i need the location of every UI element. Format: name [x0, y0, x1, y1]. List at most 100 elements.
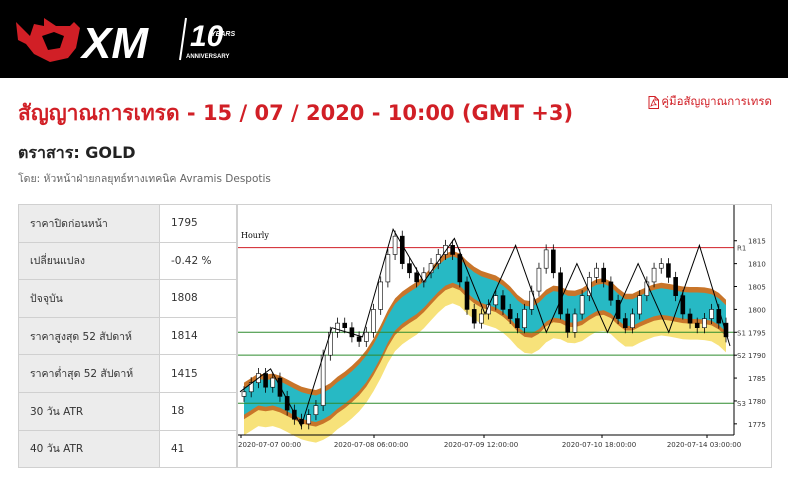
stats-row: ปัจจุบัน 1808 [18, 279, 237, 318]
candle-body [385, 254, 391, 283]
candle-body [515, 318, 520, 329]
candle-body [680, 295, 686, 315]
stat-value: 18 [159, 391, 237, 431]
candle-body [622, 318, 628, 329]
candle-body [241, 391, 247, 397]
stat-label: ราคาต่ำสุด 52 สัปดาห์ [18, 354, 160, 393]
candle-body [313, 405, 319, 415]
level-label: S1 [737, 329, 746, 337]
candle-body [551, 249, 556, 274]
bull-icon [16, 18, 80, 62]
y-tick-label: 1795 [748, 329, 766, 337]
candle-body [594, 267, 599, 278]
candle-body [558, 272, 563, 315]
candle-body [335, 322, 340, 333]
anniversary-label: ANNIVERSARY [186, 54, 229, 60]
stat-value: -0.42 % [159, 241, 237, 281]
candle-body [443, 245, 448, 255]
stat-label: 40 วัน ATR [18, 429, 160, 469]
site-header: XM 10 YEARS ANNIVERSARY [0, 0, 788, 78]
candle-body [349, 327, 355, 338]
stats-row: ราคาต่ำสุด 52 สัปดาห์ 1415 [18, 354, 237, 393]
page-title: สัญญาณการเทรด - 15 / 07 / 2020 - 10:00 (… [18, 101, 574, 125]
candle-body [579, 295, 585, 315]
x-tick-label: 2020-07-10 18:00:00 [562, 441, 636, 449]
candle-body [306, 414, 312, 425]
candle-body [493, 295, 499, 306]
y-tick-label: 1805 [748, 284, 766, 292]
stat-label: ราคาปิดก่อนหน้า [18, 204, 160, 243]
trading-signals-guide-link[interactable]: คู่มือสัญญาณการเทรด [648, 93, 772, 111]
candle-body [263, 373, 268, 388]
y-tick-label: 1775 [748, 421, 766, 429]
candle-body [457, 254, 463, 283]
level-label: R1 [737, 245, 746, 253]
candle-body [378, 281, 383, 310]
candle-body [608, 281, 614, 301]
candle-body [637, 295, 642, 315]
candle-body [450, 245, 455, 255]
timeframe-label: Hourly [241, 231, 269, 240]
candle-body [601, 267, 607, 283]
candle-body [471, 309, 477, 324]
candle-body [270, 377, 276, 388]
level-label: S3 [737, 400, 746, 408]
candle-body [673, 277, 678, 296]
stat-value: 1795 [159, 204, 237, 243]
candle-body [565, 313, 571, 333]
guide-link-label: คู่มือสัญญาณการเทรด [661, 94, 772, 108]
stats-table: ราคาปิดก่อนหน้า 1795 เปลี่ยนแปลง -0.42 % ปัจ… [18, 204, 237, 469]
stats-row: ราคาสูงสุด 52 สัปดาห์ 1814 [18, 316, 237, 356]
anniversary-years: YEARS [211, 31, 235, 38]
candle-body [407, 263, 412, 274]
band-mid [244, 256, 726, 422]
stat-label: ราคาสูงสุด 52 สัปดาห์ [18, 316, 160, 356]
xm-logo[interactable]: XM 10 YEARS ANNIVERSARY [14, 14, 244, 64]
candle-body [630, 313, 635, 329]
candle-body [342, 322, 348, 329]
x-tick-label: 2020-07-14 03:00:00 [667, 441, 741, 449]
candle-body [658, 263, 664, 269]
candle-body [723, 322, 729, 338]
candle-body [572, 313, 578, 333]
stat-value: 1814 [159, 316, 237, 356]
y-tick-label: 1780 [748, 398, 766, 406]
stat-value: 41 [159, 429, 237, 469]
candle-body [464, 281, 470, 310]
candle-body [392, 235, 398, 255]
candle-body [666, 263, 671, 278]
y-tick-label: 1810 [748, 261, 766, 269]
candle-body [709, 309, 714, 319]
stats-row: เปลี่ยนแปลง -0.42 % [18, 241, 237, 281]
stat-label: 30 วัน ATR [18, 391, 160, 431]
y-tick-label: 1790 [748, 352, 766, 360]
y-tick-label: 1815 [748, 238, 766, 246]
candle-body [363, 331, 369, 342]
candle-body [687, 313, 693, 324]
author-line: โดย: หัวหน้าฝ่ายกลยุทธ์ทางเทคนิค Avramis… [18, 173, 271, 185]
candle-body [399, 235, 405, 264]
stats-row: 30 วัน ATR 18 [18, 391, 237, 431]
candle-body [651, 267, 657, 283]
candle-body [371, 309, 376, 333]
logo-text: XM [79, 19, 149, 64]
stat-value: 1808 [159, 279, 237, 318]
candle-body [694, 322, 700, 329]
y-tick-label: 1800 [748, 306, 766, 314]
y-tick-label: 1785 [748, 375, 766, 383]
band-inner [244, 287, 726, 443]
candle-body [320, 354, 326, 406]
gold-hourly-chart: R1 S1 S2 S3 1815 1810 1805 1800 1795 1790 1785 1780… [237, 204, 772, 468]
stats-row: ราคาปิดก่อนหน้า 1795 [18, 204, 237, 243]
x-tick-label: 2020-07-07 00:00 [238, 441, 301, 449]
anniversary-number: 10 [190, 20, 224, 53]
chart-svg: R1 S1 S2 S3 1815 1810 1805 1800 1795 1790 1785 1780… [238, 205, 766, 449]
zigzag-line [239, 228, 731, 428]
x-tick-label: 2020-07-08 06:00:00 [334, 441, 408, 449]
level-label: S2 [737, 352, 746, 360]
candle-body [587, 277, 592, 296]
candle-body [414, 272, 419, 283]
stat-label: เปลี่ยนแปลง [18, 241, 160, 281]
stat-label: ปัจจุบัน [18, 279, 160, 318]
candle-body [543, 249, 549, 269]
